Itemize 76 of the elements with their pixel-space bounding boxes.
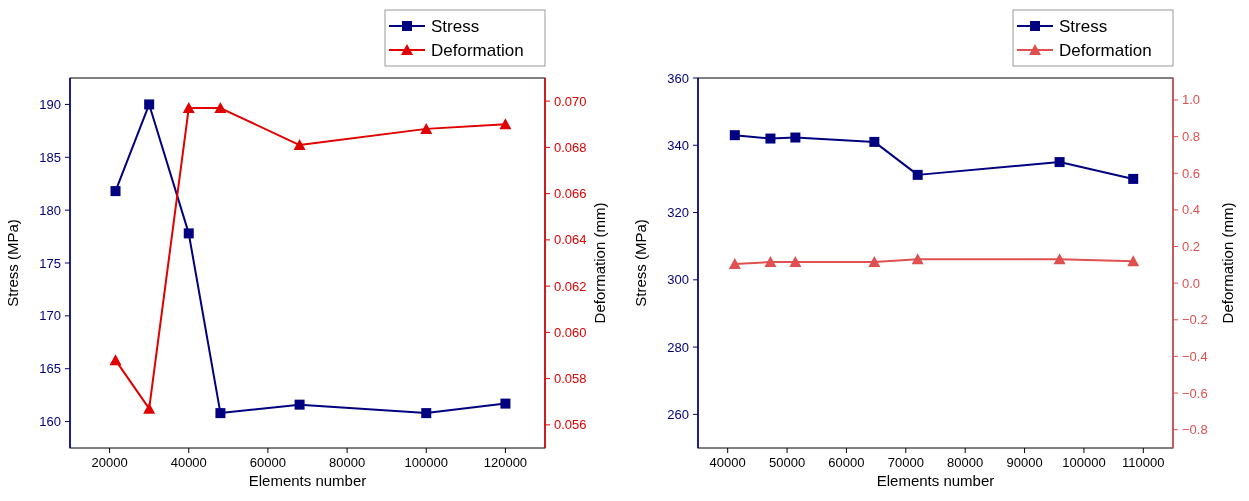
x-tick-label: 80000 — [947, 455, 984, 470]
point — [182, 102, 195, 114]
y-tick-label: 170 — [39, 308, 61, 324]
point — [109, 354, 122, 366]
point — [765, 133, 776, 144]
point — [421, 408, 432, 419]
y-tick-label: 175 — [39, 255, 61, 271]
point — [499, 118, 512, 130]
legend-label: Deformation — [1059, 41, 1152, 60]
x-tick-label: 40000 — [709, 455, 746, 470]
y2-tick-label: 0.062 — [554, 278, 587, 294]
y2-tick-label: 0.056 — [554, 417, 587, 433]
point — [790, 132, 801, 143]
point — [214, 102, 227, 114]
x-tick-label: 110000 — [1122, 455, 1165, 470]
y-tick-label: 300 — [667, 272, 689, 288]
y2-tick-label: −0.2 — [1182, 312, 1208, 328]
y2-tick-label: 0.060 — [554, 324, 587, 340]
x-tick-label: 100000 — [1062, 455, 1106, 470]
x-tick-label: 50000 — [768, 455, 806, 470]
point — [869, 136, 880, 147]
x-tick-label: 70000 — [887, 455, 924, 470]
point — [1054, 157, 1065, 168]
point — [729, 130, 740, 141]
x-tick-label: 80000 — [329, 455, 366, 470]
point — [294, 399, 305, 410]
y2-axis-title: Deformation (mm) — [1219, 202, 1236, 324]
x-tick-label: 60000 — [249, 455, 286, 470]
y-tick-label: 160 — [39, 414, 61, 430]
y-tick-label: 190 — [39, 96, 61, 112]
x-axis-title: Elements number — [248, 472, 367, 489]
legend-label: Stress — [431, 17, 480, 36]
y2-tick-label: 0.2 — [1182, 239, 1201, 255]
y-tick-label: 180 — [39, 202, 61, 218]
y2-tick-label: 0.8 — [1182, 129, 1201, 145]
y-tick-label: 260 — [667, 406, 689, 422]
y-tick-label: 320 — [667, 205, 689, 221]
y-tick-label: 340 — [667, 137, 689, 153]
point — [215, 408, 226, 419]
point — [500, 398, 511, 409]
y-tick-label: 280 — [667, 339, 689, 355]
legend-label: Deformation — [431, 41, 524, 60]
point — [110, 186, 121, 197]
point — [183, 228, 194, 239]
x-tick-label: 100000 — [404, 455, 448, 470]
y2-tick-label: 0.058 — [554, 371, 587, 387]
y2-tick-label: 0.6 — [1182, 165, 1201, 181]
x-tick-label: 60000 — [828, 455, 865, 470]
x-axis-title: Elements number — [876, 472, 995, 489]
y2-tick-label: 0.064 — [554, 232, 587, 248]
y2-tick-label: 1.0 — [1182, 92, 1201, 108]
y-tick-label: 165 — [39, 361, 61, 377]
point — [293, 139, 306, 151]
y-axis-title: Stress (MPa) — [4, 219, 21, 307]
point — [1128, 173, 1139, 184]
y2-tick-label: 0.066 — [554, 186, 587, 202]
y2-tick-label: −0.8 — [1182, 422, 1208, 438]
y2-tick-label: −0.4 — [1182, 348, 1208, 364]
y2-tick-label: 0.070 — [554, 93, 587, 109]
y2-tick-label: 0.4 — [1182, 202, 1201, 218]
x-tick-label: 120000 — [483, 455, 528, 470]
y-tick-label: 185 — [39, 149, 61, 165]
x-tick-label: 90000 — [1006, 455, 1043, 470]
y-tick-label: 360 — [667, 70, 689, 86]
point — [912, 169, 923, 180]
point — [143, 402, 156, 414]
x-tick-label: 20000 — [91, 455, 128, 470]
y2-tick-label: 0.0 — [1182, 275, 1201, 291]
x-tick-label: 40000 — [170, 455, 207, 470]
y2-tick-label: 0.068 — [554, 139, 587, 155]
y2-tick-label: −0.6 — [1182, 385, 1208, 401]
point — [144, 99, 155, 110]
y-axis-title: Stress (MPa) — [632, 219, 649, 307]
y2-axis-title: Deformation (mm) — [591, 202, 608, 324]
legend-label: Stress — [1059, 17, 1108, 36]
point — [420, 122, 433, 134]
